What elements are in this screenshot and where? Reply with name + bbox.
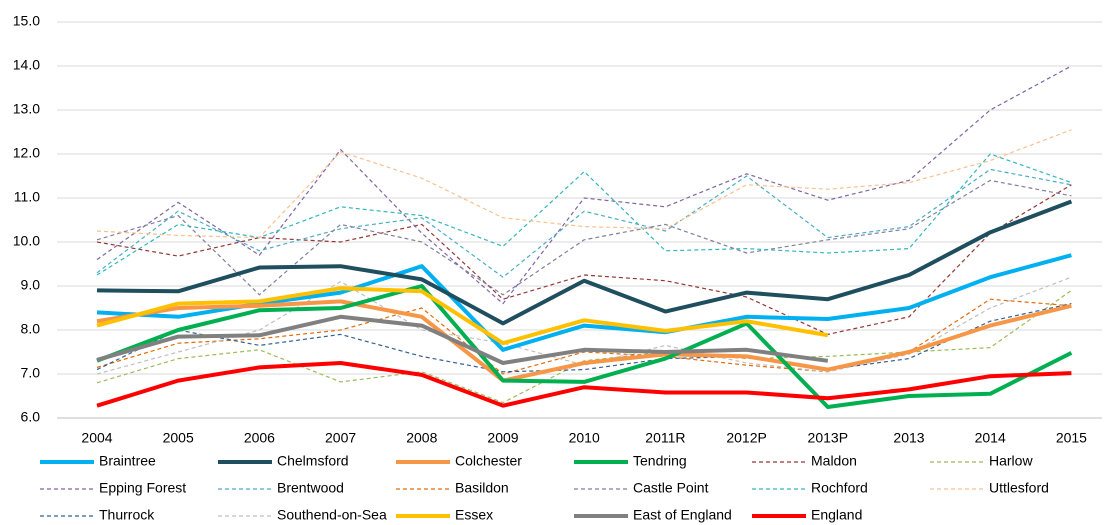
legend-label: Uttlesford xyxy=(989,480,1049,496)
legend-label: England xyxy=(811,507,862,523)
x-tick-label: 2014 xyxy=(975,430,1006,446)
y-tick-label: 6.0 xyxy=(21,409,41,425)
y-tick-label: 14.0 xyxy=(13,57,40,73)
x-tick-label: 2007 xyxy=(325,430,356,446)
legend-label: Brentwood xyxy=(277,480,344,496)
x-tick-label: 2013P xyxy=(808,430,848,446)
series-line xyxy=(96,286,829,346)
legend-label: Basildon xyxy=(455,480,509,496)
series-line xyxy=(96,179,1072,296)
series-line xyxy=(96,253,1072,352)
x-tick-label: 2013 xyxy=(893,430,924,446)
y-tick-label: 10.0 xyxy=(13,233,40,249)
x-tick-label: 2011R xyxy=(645,430,685,446)
x-tick-label: 2006 xyxy=(244,430,275,446)
series-line xyxy=(96,314,829,365)
legend-label: Essex xyxy=(455,507,493,523)
y-tick-label: 8.0 xyxy=(21,321,41,337)
legend-label: East of England xyxy=(633,507,732,523)
legend-label: Rochford xyxy=(811,480,868,496)
series-line xyxy=(96,168,1072,278)
series-line xyxy=(96,184,1072,335)
legend-label: Maldon xyxy=(811,453,857,469)
series-line xyxy=(96,299,1072,383)
y-tick-label: 12.0 xyxy=(13,145,40,161)
legend-label: Chelmsford xyxy=(277,453,349,469)
x-tick-label: 2012P xyxy=(726,430,766,446)
y-tick-label: 13.0 xyxy=(13,101,40,117)
legend-label: Southend-on-Sea xyxy=(277,507,387,523)
x-tick-label: 2015 xyxy=(1056,430,1087,446)
series-line xyxy=(96,361,1072,408)
legend-label: Castle Point xyxy=(633,480,709,496)
x-tick-label: 2009 xyxy=(487,430,518,446)
legend-label: Thurrock xyxy=(99,507,155,523)
legend-label: Colchester xyxy=(455,453,522,469)
series-line xyxy=(96,199,1073,326)
x-tick-label: 2010 xyxy=(569,430,600,446)
series-line xyxy=(96,129,1072,239)
legend-label: Braintree xyxy=(99,453,156,469)
series-line xyxy=(96,153,1072,276)
series-line xyxy=(96,284,1073,409)
y-tick-label: 11.0 xyxy=(14,189,40,205)
x-tick-label: 2008 xyxy=(406,430,437,446)
x-tick-label: 2005 xyxy=(163,430,194,446)
y-tick-label: 15.0 xyxy=(13,13,40,29)
legend-label: Tendring xyxy=(633,453,687,469)
legend-label: Epping Forest xyxy=(99,480,186,496)
y-tick-label: 7.0 xyxy=(21,365,41,381)
series-line xyxy=(96,65,1072,305)
series-line xyxy=(96,276,1072,375)
y-tick-label: 9.0 xyxy=(21,277,41,293)
x-tick-label: 2004 xyxy=(81,430,112,446)
legend-label: Harlow xyxy=(989,453,1033,469)
series-line xyxy=(96,289,1072,404)
